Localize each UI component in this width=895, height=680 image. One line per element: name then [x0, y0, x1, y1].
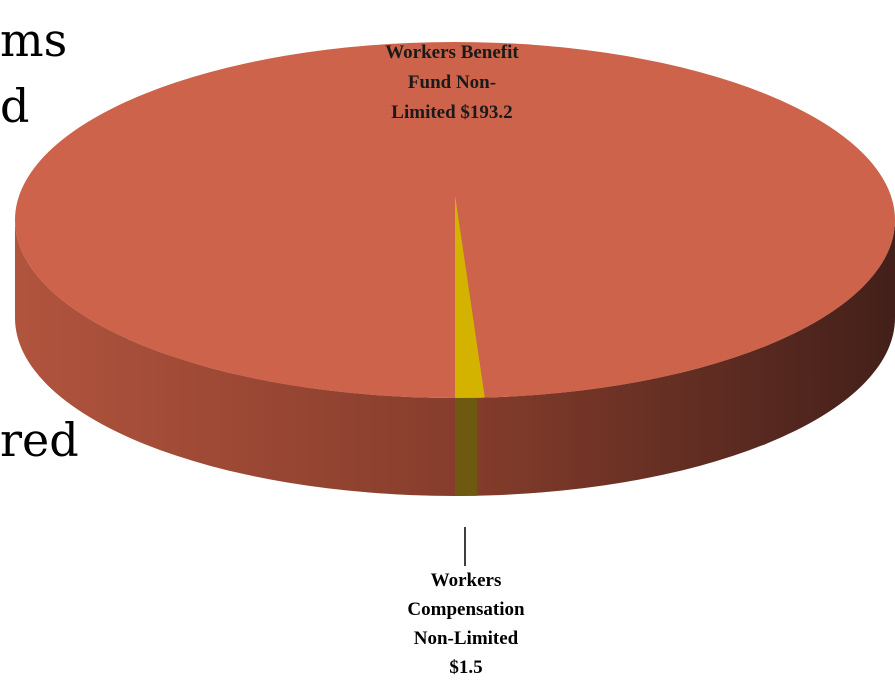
- slice-label-line: Fund Non-: [408, 72, 496, 93]
- background-text-fragment: red: [0, 413, 79, 467]
- slice-label-line: Workers: [431, 570, 502, 591]
- slice-label-line: $1.5: [449, 657, 482, 678]
- slice-label-workers-benefit-fund: Workers Benefit Fund Non- Limited $193.2: [385, 42, 519, 123]
- pie-side-wall: [15, 220, 895, 496]
- slice-label-line: Workers Benefit: [385, 42, 519, 63]
- slice-workers-compensation: [455, 195, 485, 398]
- slice-side-workers-compensation: [455, 397, 477, 496]
- slice-label-line: Compensation: [407, 599, 525, 620]
- slice-label-line: Limited $193.2: [391, 102, 512, 123]
- background-text-fragment: d: [0, 79, 29, 133]
- slice-label-line: Non-Limited: [414, 628, 519, 649]
- slice-label-workers-compensation: Workers Compensation Non-Limited $1.5: [407, 570, 525, 678]
- pie-plot: [15, 42, 895, 496]
- background-text-fragment: ms: [0, 13, 67, 67]
